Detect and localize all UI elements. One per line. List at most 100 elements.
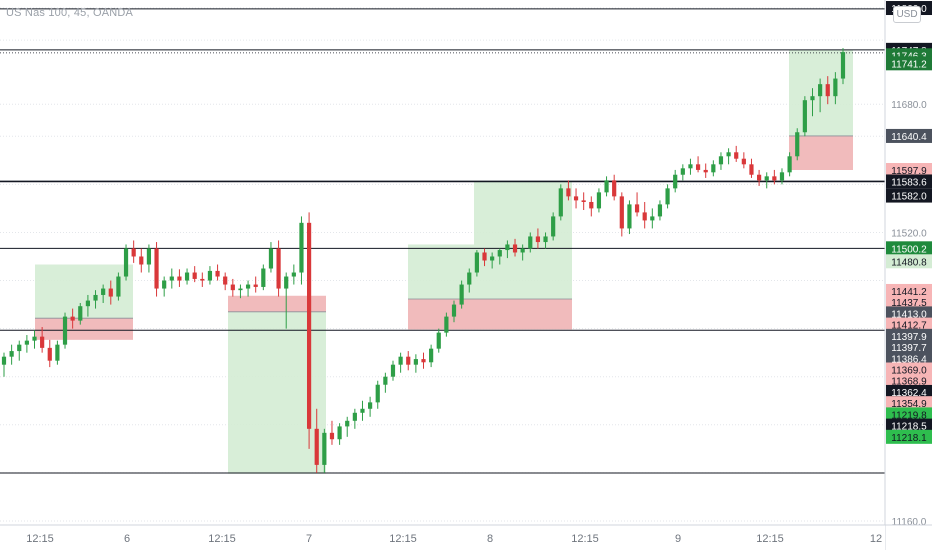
- candle-body-63: [482, 252, 487, 261]
- candle-body-42: [322, 432, 327, 465]
- price-tag-bg-19: [886, 362, 932, 377]
- candle-body-88: [673, 174, 678, 189]
- candle-body-51: [390, 364, 396, 377]
- reward-zone-3: [408, 244, 474, 299]
- price-tag-bg-24: [886, 418, 932, 433]
- candle-body-103: [787, 156, 792, 173]
- candle-body-2: [17, 344, 22, 352]
- price-tag-bg-5: [886, 128, 932, 143]
- time-label-1: 6: [124, 533, 130, 545]
- candle-body-43: [329, 432, 335, 440]
- price-tag-24: 11218.5: [891, 422, 927, 433]
- candle-body-72: [551, 216, 556, 237]
- price-tag-bg-6: [886, 163, 932, 178]
- reward-zone-4: [474, 181, 572, 299]
- candle-body-102: [779, 172, 785, 181]
- candle-body-78: [596, 192, 602, 209]
- price-tag-15: 11412.7: [891, 321, 927, 332]
- currency-button[interactable]: USD: [893, 6, 921, 23]
- candle-body-52: [398, 356, 403, 365]
- candle-body-30: [230, 284, 235, 291]
- candle-body-7: [55, 344, 60, 361]
- candle-body-65: [497, 250, 502, 257]
- price-tag-8: 11582.0: [891, 192, 927, 203]
- candle-body-83: [634, 204, 640, 213]
- price-tag-23: 11219.8: [891, 410, 927, 421]
- candle-body-80: [612, 180, 617, 197]
- candle-body-106: [810, 96, 815, 101]
- price-tag-bg-11: [886, 254, 932, 269]
- candle-body-69: [528, 236, 533, 249]
- candle-body-16: [123, 248, 129, 277]
- price-tag-26: 11160.0: [892, 517, 927, 528]
- candle-body-37: [284, 276, 289, 289]
- price-tag-bg-10: [886, 241, 932, 256]
- price-axis[interactable]: [885, 0, 932, 550]
- candle-body-14: [108, 288, 113, 297]
- time-label-3: 7: [306, 533, 312, 545]
- price-tag-17: 11397.7: [891, 343, 927, 354]
- candle-body-38: [291, 272, 296, 277]
- candle-body-90: [688, 164, 693, 169]
- price-tag-20: 11368.9: [891, 377, 927, 388]
- candle-body-31: [238, 288, 243, 291]
- candle-body-56: [429, 348, 434, 363]
- candle-body-23: [177, 276, 182, 281]
- price-tag-16: 11397.9: [891, 332, 927, 343]
- price-tag-bg-17: [886, 340, 932, 355]
- price-tag-3: 11741.2: [891, 59, 927, 70]
- price-tag-bg-18: [886, 351, 932, 366]
- candle-body-60: [459, 284, 464, 305]
- time-axis[interactable]: [0, 525, 885, 550]
- time-label-7: 9: [675, 533, 681, 545]
- candle-body-99: [757, 174, 762, 181]
- candle-body-62: [474, 252, 479, 273]
- time-label-4: 12:15: [389, 533, 417, 545]
- time-label-6: 12:15: [571, 533, 599, 545]
- candle-body-85: [650, 216, 655, 221]
- candle-body-58: [444, 316, 449, 333]
- candle-body-76: [581, 200, 586, 202]
- candle-body-41: [314, 428, 319, 465]
- price-tag-bg-21: [886, 384, 932, 399]
- candle-body-100: [764, 176, 769, 181]
- candle-body-44: [337, 426, 342, 440]
- candle-body-95: [726, 152, 731, 157]
- price-tag-bg-23: [886, 407, 932, 422]
- candle-body-36: [276, 248, 281, 289]
- candle-body-19: [146, 248, 152, 265]
- candle-body-77: [589, 201, 594, 209]
- candle-body-92: [703, 169, 708, 173]
- candle-body-34: [261, 268, 266, 287]
- candle-body-46: [352, 412, 357, 421]
- candle-body-49: [375, 384, 380, 403]
- time-label-9: 12: [870, 533, 882, 545]
- candle-body-109: [833, 78, 838, 97]
- candle-body-104: [795, 132, 800, 157]
- time-label-0: 12:15: [26, 533, 54, 545]
- price-tag-18: 11386.4: [891, 354, 927, 365]
- price-tag-19: 11369.0: [891, 366, 927, 377]
- candle-body-74: [566, 188, 571, 197]
- price-tag-7: 11583.6: [891, 177, 927, 188]
- price-tag-25: 11218.1: [891, 433, 927, 444]
- risk-zone-0: [35, 318, 133, 340]
- time-label-2: 12:15: [208, 533, 236, 545]
- candle-body-53: [406, 356, 411, 365]
- candle-body-57: [436, 332, 441, 349]
- candle-body-97: [741, 158, 746, 165]
- candle-body-32: [245, 284, 251, 289]
- candle-body-87: [665, 188, 670, 205]
- price-tag-bg-3: [886, 56, 932, 71]
- candle-body-17: [131, 248, 136, 257]
- candle-body-73: [558, 188, 563, 217]
- candle-body-66: [505, 244, 510, 251]
- time-label-5: 8: [487, 533, 493, 545]
- candle-body-61: [467, 272, 472, 285]
- candle-body-71: [543, 236, 548, 243]
- candle-body-24: [184, 272, 190, 281]
- candle-body-6: [47, 347, 52, 361]
- candle-body-33: [253, 284, 258, 287]
